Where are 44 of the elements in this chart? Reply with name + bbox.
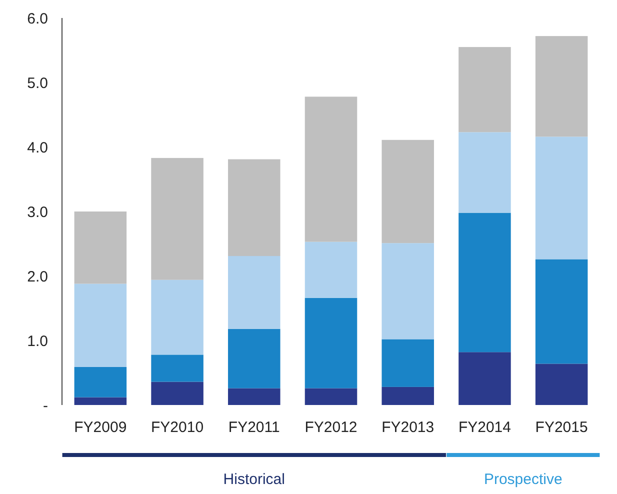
- text: Historical: [223, 471, 285, 488]
- y-tick-label: -: [43, 397, 48, 414]
- bar: [304, 388, 358, 405]
- bar: [74, 212, 127, 284]
- x-tick-label: FY2014: [458, 419, 511, 436]
- bar: [151, 354, 204, 382]
- bar: [151, 158, 204, 280]
- y-tick-label: 6.0: [27, 10, 48, 28]
- bar: [458, 352, 511, 405]
- bar: [304, 298, 358, 388]
- bar: [151, 280, 204, 355]
- text: Prospective: [484, 471, 562, 488]
- bar: [304, 96, 358, 242]
- bar: [458, 132, 511, 213]
- y-tick-label: 1.0: [27, 332, 48, 350]
- bar: [535, 36, 588, 137]
- bar: [228, 328, 280, 388]
- x-tick-label: FY2011: [228, 419, 280, 436]
- bar: [228, 388, 280, 405]
- bar: [535, 364, 588, 405]
- y-tick-label: 5.0: [27, 74, 48, 92]
- x-tick-label: FY2009: [74, 419, 127, 436]
- y-tick-label: 3.0: [27, 204, 48, 221]
- x-tick-label: FY2010: [151, 419, 204, 436]
- bar: [228, 159, 280, 256]
- bar: [74, 284, 127, 367]
- bar: [382, 339, 434, 387]
- bar: [535, 136, 588, 260]
- bar: [74, 397, 127, 405]
- x-tick-label: FY2015: [535, 419, 588, 436]
- bar: [458, 212, 511, 352]
- bar: [151, 382, 204, 405]
- bar: [458, 47, 511, 132]
- x-tick-label: FY2013: [382, 419, 434, 436]
- y-tick-label: 2.0: [27, 268, 48, 286]
- bar: [535, 259, 588, 364]
- bar: [74, 366, 127, 398]
- bar: [382, 243, 434, 340]
- bar: [304, 242, 358, 298]
- y-tick-label: 4.0: [27, 139, 48, 156]
- x-tick-label: FY2012: [304, 419, 358, 436]
- bar: [382, 140, 434, 244]
- bar: [382, 386, 434, 405]
- bar: [228, 256, 280, 329]
